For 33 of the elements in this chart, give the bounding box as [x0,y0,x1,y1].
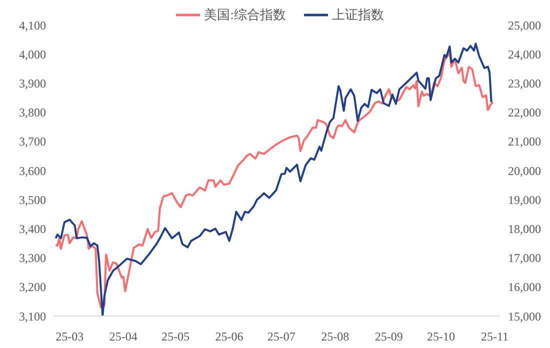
y-tick-label: 3,500 [19,192,46,207]
y2-tick-label: 24,000 [508,47,541,62]
x-tick-label: 25-05 [161,330,190,344]
x-tick-label: 25-03 [56,330,84,344]
y2-tick-label: 16,000 [508,280,541,294]
y2-tick-label: 18,000 [508,222,541,236]
y2-tick-label: 23,000 [508,76,541,90]
y2-tick-label: 25,000 [508,18,541,32]
y2-tick-label: 19,000 [508,192,541,207]
y2-tick-label: 21,000 [508,134,541,149]
x-tick-label: 25-04 [109,330,138,344]
y-tick-label: 3,800 [19,106,46,120]
x-tick-label: 25-07 [267,330,296,344]
x-tick-label: 25-08 [321,330,350,344]
y2-tick-label: 15,000 [508,309,541,324]
legend-label: 美国:综合指数 [204,6,286,24]
x-tick-label: 25-11 [481,330,509,344]
y-tick-label: 3,300 [19,251,46,266]
legend-label: 上证指数 [332,6,384,24]
y-tick-label: 4,000 [19,47,46,62]
y-tick-label: 3,100 [19,309,46,324]
x-tick-label: 25-09 [374,330,403,344]
y2-tick-label: 20,000 [508,164,541,178]
y-tick-label: 3,700 [19,134,46,149]
y-tick-label: 3,200 [19,280,46,294]
y2-tick-label: 17,000 [508,251,541,266]
y-tick-label: 3,400 [19,222,46,236]
y-tick-label: 3,900 [19,76,46,90]
y-tick-label: 3,600 [19,164,46,178]
x-tick-label: 25-06 [215,330,244,344]
y-tick-label: 4,100 [19,18,46,32]
y2-tick-label: 22,000 [508,106,541,120]
x-tick-label: 25-10 [426,330,455,344]
